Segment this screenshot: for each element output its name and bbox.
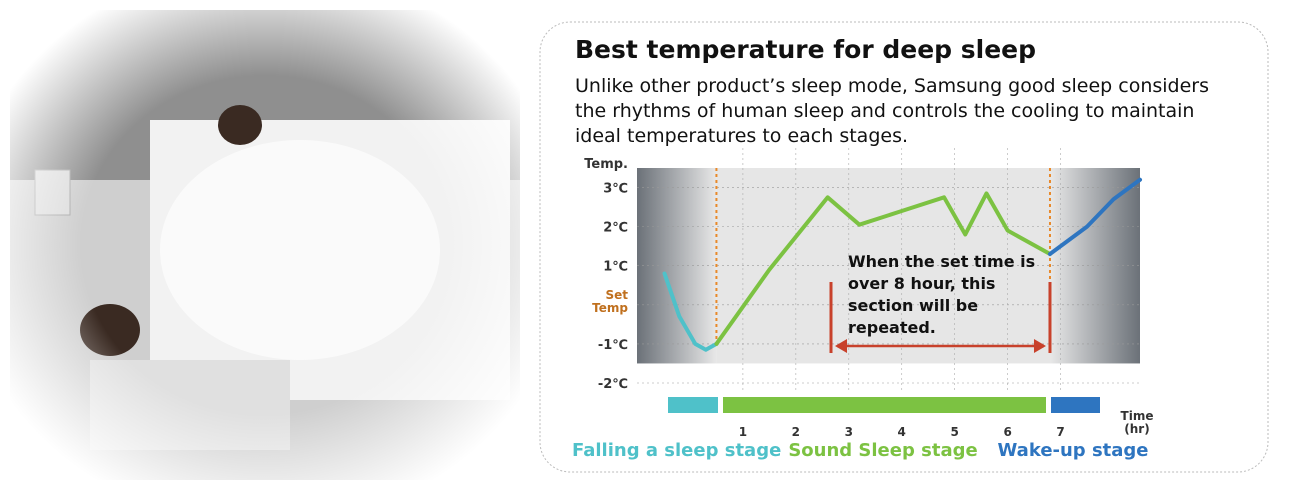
x-tick-label: 3 [845,425,853,439]
subtitle: the rhythms of human sleep and controls … [575,100,1194,122]
x-tick-label: 6 [1003,425,1011,439]
annotation: section will be [848,296,978,315]
y-tick-label: 2℃ [603,221,628,236]
x-tick-label: 5 [951,425,959,439]
photo [10,10,520,480]
x-tick-label: 1 [739,425,747,439]
annotation: over 8 hour, this [848,274,995,293]
x-tick-label: 2 [792,425,800,439]
y-tick-label: -2℃ [598,377,628,392]
page: Best temperature for deep sleep Unlike o… [0,0,1296,488]
x-tick-label: 4 [898,425,906,439]
annotation: When the set time is [848,252,1035,271]
legend-swatch [723,397,1046,413]
subtitle: ideal temperatures to each stages. [575,125,908,147]
y-tick-label: 3℃ [603,182,628,197]
y-axis-title: Temp. [584,157,628,172]
legend-label: Falling a sleep stage [572,440,781,461]
subtitle: Unlike other product’s sleep mode, Samsu… [575,75,1209,97]
x-axis-title: (hr) [1124,422,1149,436]
y-tick-label: -1℃ [598,338,628,353]
annotation: repeated. [848,318,936,337]
legend-swatch [1051,397,1100,413]
y-tick-label: 1℃ [603,260,628,275]
legend-label: Wake-up stage [997,440,1148,461]
legend-label: Sound Sleep stage [788,440,977,461]
x-axis-title: Time [1121,409,1154,423]
legend-swatch [668,397,718,413]
title: Best temperature for deep sleep [575,35,1036,64]
x-tick-label: 7 [1056,425,1064,439]
